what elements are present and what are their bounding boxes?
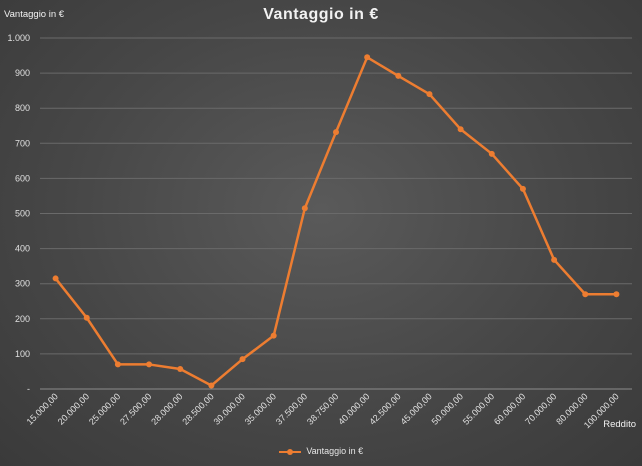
data-point	[582, 291, 589, 298]
y-tick-label: 100	[15, 349, 30, 359]
x-tick-label: 50.000,00	[430, 391, 465, 426]
y-tick-label: 400	[15, 244, 30, 254]
y-tick-label: 200	[15, 314, 30, 324]
y-tick-label: 1.000	[7, 33, 30, 43]
data-point	[146, 361, 153, 368]
chart-title: Vantaggio in €	[263, 6, 379, 23]
x-tick-label: 40.000,00	[336, 391, 371, 426]
data-point	[426, 91, 433, 98]
x-tick-label: 55.000,00	[461, 391, 496, 426]
data-point	[83, 314, 90, 321]
x-tick-label: 15.000,00	[25, 391, 60, 426]
gridlines	[40, 37, 632, 390]
data-point	[613, 291, 620, 298]
x-tick-label: 25.000,00	[87, 391, 122, 426]
data-point	[364, 54, 371, 61]
data-point	[177, 365, 184, 372]
x-tick-label: 30.000,00	[212, 391, 247, 426]
y-tick-label: 700	[15, 138, 30, 148]
data-point	[114, 361, 121, 368]
data-point	[333, 129, 339, 136]
x-axis-label: Reddito	[603, 419, 636, 430]
legend-swatch	[278, 448, 301, 456]
series-group	[52, 54, 620, 389]
legend-label: Vantaggio in €	[306, 446, 364, 456]
x-tick-label: 28.500,00	[180, 391, 215, 426]
x-tick-label: 70.000,00	[523, 391, 558, 426]
y-tick-label: 300	[15, 279, 30, 289]
x-tick-label: 35.000,00	[243, 391, 278, 426]
x-tick-label: 45.000,00	[398, 391, 433, 426]
data-point	[301, 205, 308, 212]
data-point	[239, 356, 246, 363]
y-axis-label: Vantaggio in €	[4, 9, 65, 20]
data-point	[52, 275, 59, 282]
data-point	[488, 150, 495, 157]
x-tick-label: 37.500,00	[274, 391, 309, 426]
data-point	[395, 72, 402, 79]
x-tick-label: 28.000,00	[149, 391, 184, 426]
y-tick-label: -	[27, 384, 30, 394]
series-line	[54, 56, 618, 387]
data-point	[270, 332, 277, 339]
x-tick-label: 38.750,00	[305, 391, 340, 426]
y-tick-label: 500	[15, 209, 30, 219]
data-point	[457, 126, 464, 133]
y-tick-label: 600	[15, 173, 30, 183]
data-point	[551, 256, 558, 263]
legend: Vantaggio in €	[0, 446, 642, 456]
data-point	[208, 382, 215, 389]
x-tick-label: 42.500,00	[367, 391, 402, 426]
data-point	[519, 185, 526, 192]
x-tick-label: 27.500,00	[118, 391, 153, 426]
y-tick-label: 900	[15, 68, 30, 78]
x-tick-label: 20.000,00	[56, 391, 91, 426]
x-tick-label: 60.000,00	[492, 391, 527, 426]
y-tick-labels: - 100 200 300 400 500 600 700 800 900 1.000	[7, 33, 30, 394]
y-tick-label: 800	[15, 103, 30, 113]
x-tick-labels: 15.000,0020.000,0025.000,0027.500,0028.0…	[25, 391, 621, 430]
